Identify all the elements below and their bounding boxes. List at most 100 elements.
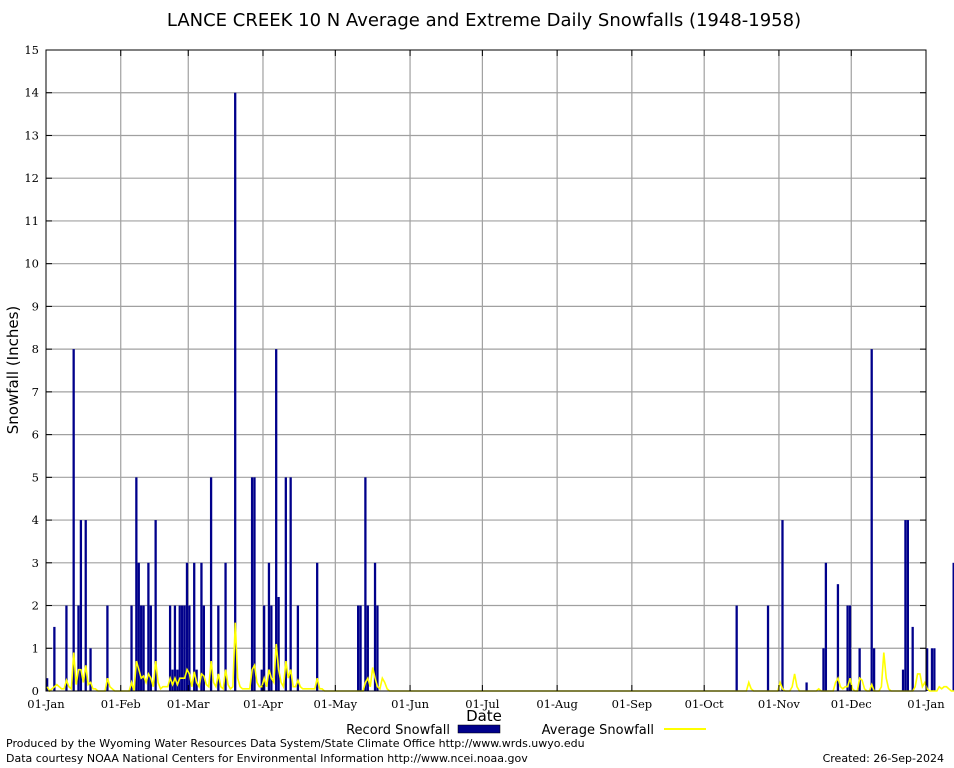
record-bar [89,648,92,691]
record-bar [168,605,172,691]
record-bar [911,626,914,691]
record-bar [933,648,936,691]
record-bar [185,562,189,691]
record-bar [253,477,256,691]
x-tick-label: 01-Mar [167,697,210,711]
y-tick-label: 9 [32,299,39,313]
x-tick-label: 01-Jul [465,697,500,711]
y-axis-label: Snowfall (Inches) [4,306,22,434]
record-bar [79,520,83,691]
record-bar [183,605,186,691]
record-bar [822,648,825,691]
record-bar [277,596,280,691]
x-tick-label: 01-Feb [101,697,141,711]
credit-line-2: Data courtesy NOAA National Centers for … [6,752,528,765]
record-bar [149,605,152,691]
record-bar [366,605,369,691]
y-tick-label: 13 [24,128,39,142]
record-bar [296,605,300,691]
record-bar [858,648,861,691]
y-tick-label: 4 [32,513,39,527]
record-bar [176,669,179,691]
record-bar [188,605,191,691]
snowfall-chart: LANCE CREEK 10 N Average and Extreme Dai… [4,10,954,738]
record-bar [178,605,181,691]
record-bar [376,605,379,691]
record-bar [267,562,271,691]
record-bar [224,562,227,691]
record-bar [904,520,907,691]
x-tick-label: 01-Jan [27,697,65,711]
record-bar [209,477,213,691]
record-snowfall-bars [46,92,954,692]
record-bar [46,678,49,691]
y-tick-label: 11 [24,214,39,228]
y-tick-label: 0 [32,684,39,698]
x-tick-label: 01-May [313,697,357,711]
y-tick-label: 1 [32,641,39,655]
record-bar [130,605,133,691]
x-tick-label: 01-Aug [536,697,578,711]
legend-label-average: Average Snowfall [542,723,654,738]
record-bar [930,648,934,691]
record-bar [262,605,266,691]
record-bar [173,605,177,691]
record-bar [846,605,849,691]
record-bar [359,605,362,691]
x-tick-label: 01-Jan [907,697,945,711]
y-tick-label: 6 [32,428,39,442]
y-tick-label: 14 [24,86,39,100]
legend: Record Snowfall Average Snowfall [346,723,706,738]
record-bar [357,605,360,691]
record-bar [53,626,56,691]
record-bar [181,605,184,691]
y-tick-label: 5 [32,470,39,484]
record-bar [217,605,220,691]
record-bar [364,477,367,691]
record-bar [250,477,254,691]
record-bar [234,92,237,692]
record-bar [106,605,109,691]
record-bar [142,605,145,691]
record-bar [872,648,876,691]
x-tick-label: 01-Oct [685,697,724,711]
record-bar [65,605,68,691]
record-bar [289,477,292,691]
x-axis-ticks: 01-Jan 01-Feb 01-Mar 01-Apr 01-May 01-Jun 01-J… [27,50,945,711]
grid-lines [46,50,926,691]
record-bar [200,562,203,691]
credit-line-1: Produced by the Wyoming Water Resources … [6,737,585,750]
record-bar [77,605,80,691]
record-bar [926,648,929,691]
record-bar [766,605,770,691]
record-bar [824,562,828,691]
x-axis-label: Date [466,707,502,725]
record-bar [781,520,784,691]
record-bar [275,349,278,691]
record-bar [135,477,138,691]
record-bar [836,584,840,691]
x-tick-label: 01-Nov [758,697,801,711]
record-bar [906,520,909,691]
record-bar [270,605,273,691]
y-tick-label: 7 [32,385,39,399]
y-tick-label: 3 [32,556,39,570]
record-bar [202,605,205,691]
record-bar [901,669,905,691]
x-tick-label: 01-Dec [831,697,872,711]
chart-title: LANCE CREEK 10 N Average and Extreme Dai… [167,10,801,31]
record-bar [193,562,196,691]
record-bar [84,520,87,691]
x-tick-label: 01-Jun [391,697,430,711]
y-tick-label: 8 [32,342,39,356]
legend-swatch-record [457,724,501,734]
record-bar [284,477,287,691]
x-tick-label: 01-Sep [612,697,653,711]
legend-label-record: Record Snowfall [346,723,450,738]
record-bar [171,669,174,691]
y-tick-label: 2 [32,599,39,613]
record-bar [137,562,140,691]
record-bar [373,562,377,691]
record-bar [848,605,852,691]
record-bar [735,605,738,691]
